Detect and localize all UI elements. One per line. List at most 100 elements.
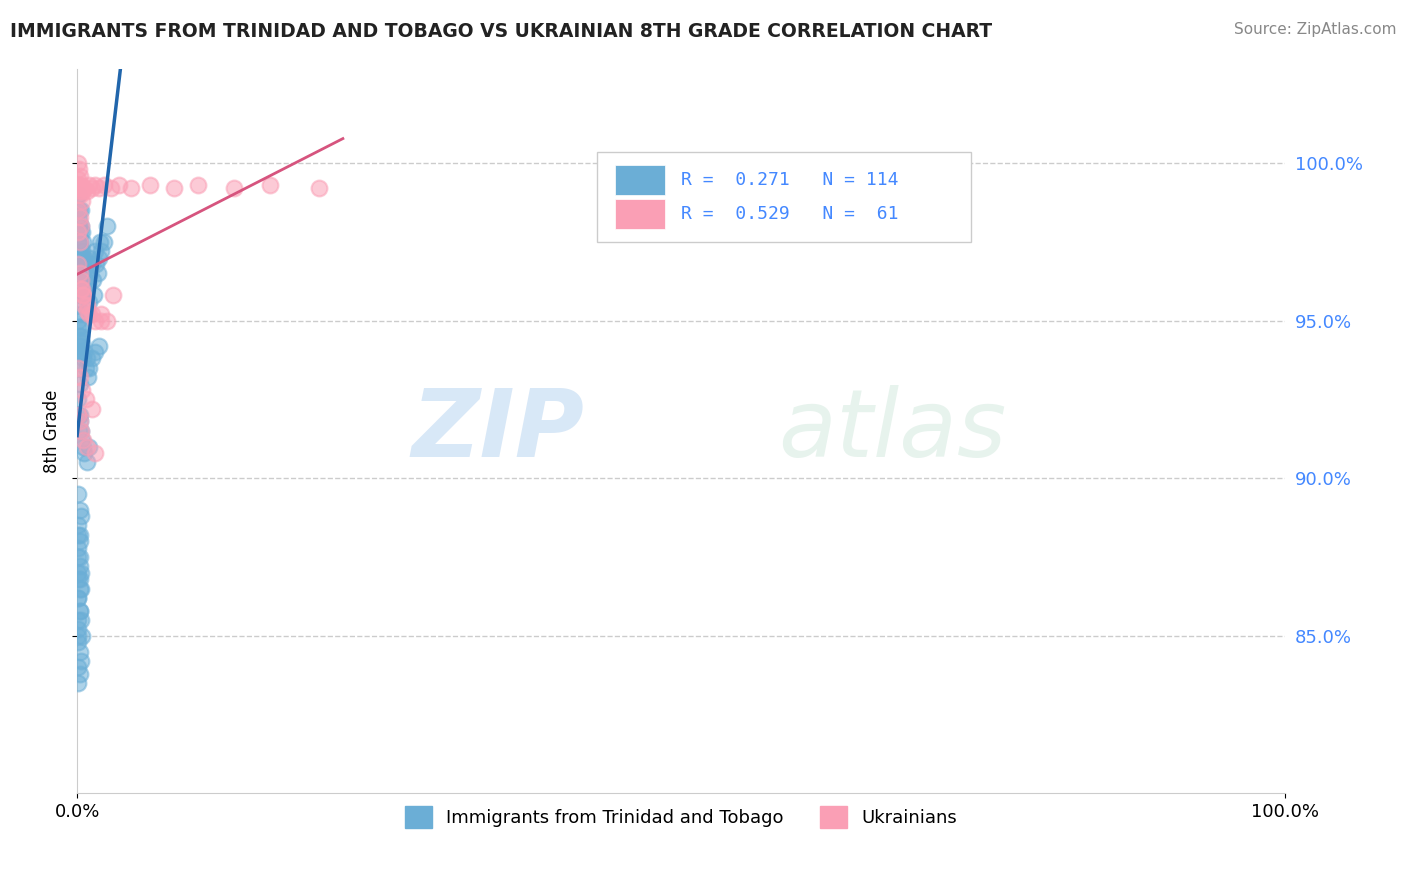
Point (87, 251, 110, 265)
Point (67, 613, 90, 627)
Point (69, 187, 91, 202)
Point (103, 288, 125, 302)
Point (69, 376, 91, 391)
Point (70, 194, 93, 208)
Point (75, 288, 97, 302)
Point (77, 178, 100, 193)
Point (67, 392, 90, 407)
Point (76, 455, 98, 469)
Point (69, 288, 91, 302)
Point (76, 351, 98, 366)
Point (89, 235, 111, 249)
Point (73, 181, 96, 195)
Point (69, 203, 91, 218)
Point (76, 298, 98, 312)
Point (69, 603, 91, 617)
Point (69, 424, 91, 438)
Point (73, 298, 96, 312)
Point (70, 266, 93, 280)
Point (86, 266, 108, 280)
Point (80, 181, 103, 195)
Point (67, 226, 90, 240)
Point (90, 244, 112, 259)
Point (73, 273, 96, 287)
Point (67, 313, 90, 327)
Point (72, 288, 94, 302)
Point (67, 518, 90, 533)
Point (69, 235, 91, 249)
Point (69, 572, 91, 586)
Point (67, 235, 90, 249)
Point (67, 591, 90, 605)
Point (69, 238, 91, 252)
Point (69, 370, 91, 384)
Point (76, 185, 98, 199)
Point (67, 360, 90, 375)
Point (163, 181, 186, 195)
Point (70, 181, 93, 195)
Point (67, 408, 90, 422)
Point (69, 219, 91, 233)
Point (67, 591, 90, 605)
Text: IMMIGRANTS FROM TRINIDAD AND TOBAGO VS UKRAINIAN 8TH GRADE CORRELATION CHART: IMMIGRANTS FROM TRINIDAD AND TOBAGO VS U… (10, 22, 993, 41)
Point (69, 339, 91, 353)
Point (69, 408, 91, 422)
Point (69, 424, 91, 438)
Point (77, 370, 100, 384)
FancyBboxPatch shape (596, 152, 972, 243)
Point (69, 582, 91, 596)
Point (87, 339, 110, 353)
Point (67, 572, 90, 586)
Point (69, 566, 91, 580)
Text: atlas: atlas (778, 385, 1007, 476)
Point (67, 212, 90, 227)
Point (90, 313, 112, 327)
Point (86, 257, 108, 271)
Point (72, 440, 94, 454)
Point (69, 415, 91, 429)
Point (75, 392, 97, 407)
Point (67, 251, 90, 265)
Point (96, 313, 118, 327)
Point (84, 446, 107, 460)
Point (67, 360, 90, 375)
Point (69, 251, 91, 265)
Point (70, 266, 93, 280)
Point (67, 541, 90, 555)
Point (67, 487, 90, 501)
Text: Source: ZipAtlas.com: Source: ZipAtlas.com (1233, 22, 1396, 37)
Point (77, 294, 100, 309)
Point (67, 528, 90, 542)
Point (120, 181, 142, 195)
Point (69, 613, 91, 627)
Point (69, 329, 91, 343)
Point (187, 178, 209, 193)
Point (69, 654, 91, 668)
Point (77, 251, 100, 265)
Point (138, 178, 160, 193)
Point (77, 440, 100, 454)
Point (67, 178, 90, 193)
Point (67, 424, 90, 438)
Point (69, 273, 91, 287)
Point (66, 187, 89, 202)
Point (75, 360, 97, 375)
Point (69, 559, 91, 574)
Point (80, 351, 103, 366)
Text: ZIP: ZIP (412, 385, 585, 477)
Point (72, 434, 94, 448)
Point (67, 298, 90, 312)
Point (72, 282, 94, 296)
Point (72, 235, 94, 249)
Point (73, 251, 96, 265)
Point (72, 282, 94, 296)
Point (70, 282, 93, 296)
Point (72, 185, 94, 199)
Point (70, 434, 93, 448)
Point (69, 282, 91, 296)
Point (67, 203, 90, 218)
Point (67, 320, 90, 334)
Point (72, 351, 94, 366)
Legend: Immigrants from Trinidad and Tobago, Ukrainians: Immigrants from Trinidad and Tobago, Ukr… (398, 798, 965, 835)
Point (69, 528, 91, 542)
